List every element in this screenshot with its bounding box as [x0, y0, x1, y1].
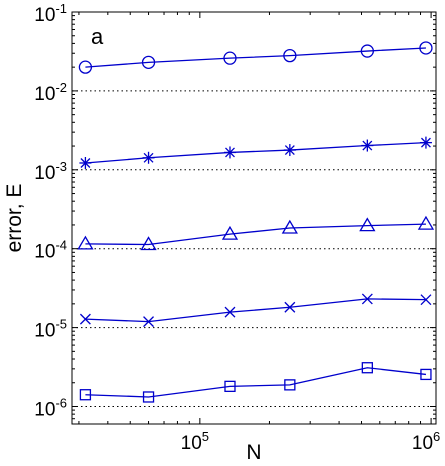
asterisk-marker-stroke	[420, 137, 431, 148]
data-point-asterisk-1	[142, 151, 155, 164]
square-marker	[79, 389, 92, 401]
series-line-circle	[85, 47, 426, 68]
y-axis-label: error, E	[3, 184, 26, 253]
data-point-square-3	[284, 379, 296, 391]
series-line-square	[85, 367, 427, 398]
data-point-triangle-3	[281, 219, 298, 234]
asterisk-marker-stroke	[80, 158, 91, 168]
data-point-circle-1	[141, 55, 156, 70]
triangle-marker	[77, 235, 94, 250]
series-square	[79, 362, 432, 403]
data-point-circle-4	[360, 44, 374, 58]
circle-marker	[78, 60, 93, 74]
series-asterisk	[79, 136, 432, 169]
data-point-circle-3	[283, 48, 297, 63]
x-axis-label: N	[246, 441, 261, 464]
data-point-circle-5	[419, 41, 433, 55]
circle-marker	[141, 55, 156, 70]
triangle-marker	[221, 225, 239, 240]
x-marker-stroke	[361, 293, 373, 305]
series-x	[79, 293, 432, 328]
x-marker-stroke	[79, 313, 91, 325]
plot-area	[72, 12, 436, 424]
circle-marker	[419, 41, 433, 55]
y-tick-label-4: 10-2	[34, 80, 67, 105]
square-marker	[142, 391, 155, 403]
data-point-x-0	[79, 313, 91, 325]
series-line-asterisk	[85, 141, 426, 164]
data-point-square-5	[420, 368, 432, 381]
x-tick-label-1: 106	[412, 429, 440, 454]
x-marker-stroke	[143, 316, 155, 328]
series-line-x	[85, 298, 426, 323]
series-circle	[78, 41, 433, 74]
x-marker-stroke	[420, 294, 432, 306]
square-marker	[420, 368, 432, 381]
data-point-circle-0	[78, 60, 93, 74]
triangle-marker	[281, 219, 298, 234]
data-point-square-4	[361, 362, 373, 374]
data-point-asterisk-5	[419, 136, 432, 149]
series-triangle	[77, 215, 435, 251]
y-tick-label-1: 10-5	[34, 317, 67, 342]
x-marker-stroke	[284, 301, 296, 313]
data-point-triangle-2	[221, 225, 239, 240]
y-tick-label-2: 10-4	[34, 238, 67, 263]
asterisk-marker-stroke	[143, 152, 154, 163]
circle-marker	[223, 51, 237, 65]
data-point-square-1	[142, 391, 155, 403]
data-point-square-2	[224, 380, 236, 393]
data-point-x-5	[420, 294, 432, 306]
series-group	[77, 41, 435, 403]
data-point-triangle-4	[359, 217, 376, 232]
data-point-triangle-0	[77, 235, 94, 250]
data-point-triangle-1	[140, 236, 157, 251]
data-point-x-3	[284, 301, 296, 313]
x-marker-stroke	[224, 306, 236, 318]
square-marker	[284, 379, 296, 391]
data-point-square-0	[79, 389, 92, 401]
data-point-x-2	[224, 306, 236, 318]
asterisk-marker-stroke	[225, 147, 235, 158]
y-tick-label-5: 10-1	[34, 1, 67, 26]
panel-label: a	[91, 24, 104, 49]
circle-marker	[360, 44, 374, 58]
data-point-x-4	[361, 293, 373, 305]
data-point-x-1	[143, 316, 155, 328]
data-point-asterisk-2	[223, 146, 236, 159]
asterisk-marker-stroke	[284, 145, 295, 156]
triangle-marker	[140, 236, 157, 251]
plot-frame	[71, 11, 437, 425]
data-point-triangle-5	[417, 215, 435, 230]
data-point-asterisk-0	[79, 156, 92, 169]
triangle-marker	[359, 217, 376, 232]
data-point-circle-2	[223, 51, 237, 65]
data-point-asterisk-3	[283, 144, 296, 157]
x-tick-label-0: 105	[181, 429, 209, 454]
triangle-marker	[417, 215, 435, 230]
ticks-group: 10-6 10-5 10-4 10-3 10-2 10-1 105 106	[34, 1, 440, 454]
square-marker	[224, 380, 236, 393]
y-tick-label-0: 10-6	[34, 395, 67, 420]
circle-marker	[283, 48, 297, 63]
square-marker	[361, 362, 373, 374]
y-tick-label-3: 10-3	[34, 159, 67, 184]
series-line-triangle	[85, 223, 426, 246]
asterisk-marker-stroke	[362, 140, 373, 151]
data-point-asterisk-4	[361, 139, 374, 152]
